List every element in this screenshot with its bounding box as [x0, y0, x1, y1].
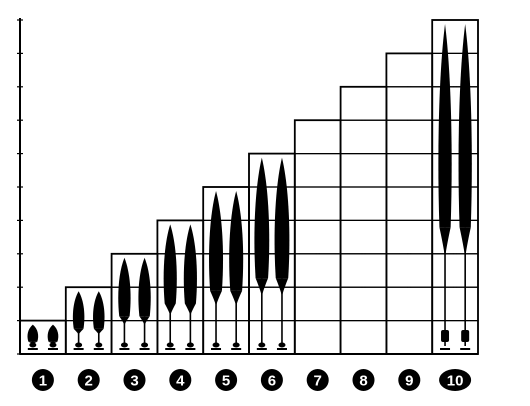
- grid-cell: [340, 119, 388, 155]
- step-number: 1: [39, 373, 47, 390]
- grid-cell: [340, 286, 388, 322]
- grid-cell: [385, 86, 433, 121]
- grid-cell: [340, 153, 388, 188]
- grid-cell: [294, 219, 342, 255]
- plant-icon: [438, 24, 452, 350]
- grid-cell: [340, 320, 388, 355]
- plant-icon: [458, 24, 472, 350]
- grid-cell: [431, 52, 479, 88]
- grid-cell: [385, 253, 433, 288]
- step-number: 9: [405, 373, 413, 390]
- plant-icon: [209, 191, 224, 350]
- grid-cell: [248, 286, 296, 322]
- step-grid: [19, 19, 479, 355]
- grid-cell: [248, 320, 296, 355]
- grid-cell: [340, 253, 388, 288]
- grid-cell: [202, 320, 250, 355]
- step-column: [293, 119, 342, 355]
- grid-cell: [156, 219, 204, 255]
- grid-cell: [340, 219, 388, 255]
- step-number: 8: [359, 373, 367, 390]
- grid-cell: [248, 153, 296, 188]
- step-number: 10: [447, 373, 464, 390]
- grid-cell: [385, 219, 433, 255]
- step-badge: [169, 369, 192, 391]
- grid-cell: [431, 19, 479, 55]
- grid-cell: [202, 186, 250, 222]
- plant-icon: [47, 324, 59, 350]
- plant-icon: [229, 191, 244, 350]
- grid-cell: [385, 119, 433, 155]
- step-column: [385, 52, 434, 355]
- step-badge: [398, 369, 421, 391]
- grid-cell: [340, 186, 388, 222]
- grid-cell: [65, 286, 113, 322]
- grid-cell: [431, 253, 479, 288]
- grid-cell: [19, 320, 67, 355]
- plant-icon: [254, 157, 270, 350]
- plant-icon: [72, 291, 85, 350]
- step-badge: [260, 369, 283, 391]
- grid-cell: [340, 86, 388, 121]
- grid-cell: [385, 320, 433, 355]
- grid-cell: [385, 286, 433, 322]
- step-number: 2: [85, 373, 93, 390]
- grid-cell: [202, 286, 250, 322]
- grid-cell: [385, 52, 433, 88]
- step-number-labels: 1 2 3 4 5 6 7 8 9 10: [31, 369, 472, 391]
- step-number: 5: [222, 373, 230, 390]
- grid-cell: [385, 186, 433, 222]
- grid-cell: [431, 320, 479, 355]
- step-column: [19, 319, 67, 355]
- grid-cell: [294, 286, 342, 322]
- step-badge: [306, 369, 329, 391]
- step-number: 6: [268, 373, 276, 390]
- step-badge: [439, 369, 472, 391]
- grid-cell: [156, 320, 204, 355]
- plant-icon: [138, 257, 151, 350]
- plant-icon: [163, 224, 177, 350]
- grid-cell: [110, 253, 158, 288]
- plant-icon: [183, 224, 197, 350]
- grid-cell: [431, 219, 479, 255]
- grid-cell: [385, 153, 433, 188]
- grid-cell: [431, 286, 479, 322]
- plant-icon: [27, 324, 39, 350]
- step-number: 7: [314, 373, 322, 390]
- step-number: 3: [130, 373, 138, 390]
- grid-cell: [110, 320, 158, 355]
- grid-cell: [294, 119, 342, 155]
- grid-cell: [294, 186, 342, 222]
- grid-cell: [294, 320, 342, 355]
- plant-icon: [93, 291, 105, 350]
- vertical-axis: [17, 18, 23, 355]
- grid-cell: [65, 320, 113, 355]
- grid-cell: [294, 253, 342, 288]
- plant-icon: [118, 257, 131, 350]
- step-column: [431, 19, 479, 355]
- step-badge: [352, 369, 375, 391]
- step-number: 4: [176, 373, 185, 390]
- plant-pairs: [27, 24, 472, 350]
- grid-cell: [294, 153, 342, 188]
- step-badge: [215, 369, 238, 391]
- step-badge: [77, 369, 100, 391]
- step-badge: [31, 369, 54, 391]
- plant-icon: [274, 157, 290, 350]
- step-badge: [123, 369, 146, 391]
